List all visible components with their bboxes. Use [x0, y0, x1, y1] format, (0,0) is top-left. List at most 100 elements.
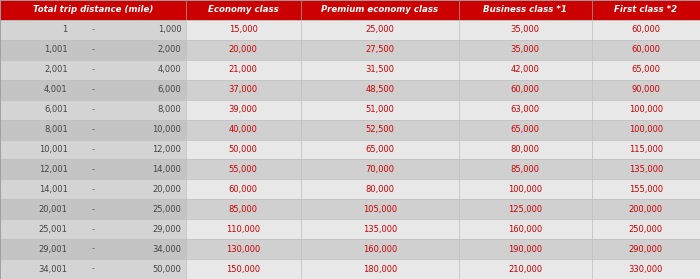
Bar [458, 120, 592, 140]
Text: -: - [91, 165, 94, 174]
Bar [0, 239, 186, 259]
Bar [458, 199, 592, 219]
Bar [592, 0, 700, 20]
Bar [301, 0, 458, 20]
Text: 1: 1 [62, 25, 68, 34]
Bar [186, 100, 301, 120]
Text: 52,500: 52,500 [365, 125, 394, 134]
Bar [301, 40, 458, 60]
Bar [186, 159, 301, 179]
Bar [592, 120, 700, 140]
Bar [458, 100, 592, 120]
Text: 1,001: 1,001 [44, 45, 68, 54]
Bar [592, 199, 700, 219]
Text: 15,000: 15,000 [229, 25, 258, 34]
Text: 4,000: 4,000 [158, 65, 181, 74]
Text: 14,001: 14,001 [38, 185, 68, 194]
Text: 290,000: 290,000 [629, 245, 663, 254]
Bar [301, 199, 458, 219]
Text: 51,000: 51,000 [365, 105, 394, 114]
Text: -: - [91, 65, 94, 74]
Text: 6,000: 6,000 [158, 85, 181, 94]
Text: 130,000: 130,000 [226, 245, 260, 254]
Text: 39,000: 39,000 [229, 105, 258, 114]
Bar [458, 0, 592, 20]
Bar [0, 100, 186, 120]
Bar [301, 219, 458, 239]
Text: 50,000: 50,000 [153, 264, 181, 273]
Text: 115,000: 115,000 [629, 145, 663, 154]
Text: 160,000: 160,000 [363, 245, 397, 254]
Text: 190,000: 190,000 [508, 245, 542, 254]
Text: 34,000: 34,000 [153, 245, 181, 254]
Bar [186, 120, 301, 140]
Bar [301, 120, 458, 140]
Text: 63,000: 63,000 [510, 105, 540, 114]
Bar [0, 120, 186, 140]
Bar [301, 60, 458, 80]
Text: 50,000: 50,000 [229, 145, 258, 154]
Text: 160,000: 160,000 [508, 225, 542, 234]
Text: 65,000: 65,000 [510, 125, 540, 134]
Text: 1,000: 1,000 [158, 25, 181, 34]
Text: 60,000: 60,000 [229, 185, 258, 194]
Text: 180,000: 180,000 [363, 264, 397, 273]
Text: 21,000: 21,000 [229, 65, 258, 74]
Bar [301, 179, 458, 199]
Text: 4,001: 4,001 [44, 85, 68, 94]
Text: 8,000: 8,000 [158, 105, 181, 114]
Text: 8,001: 8,001 [44, 125, 68, 134]
Text: 110,000: 110,000 [226, 225, 260, 234]
Text: -: - [91, 185, 94, 194]
Bar [0, 0, 186, 20]
Text: 210,000: 210,000 [508, 264, 542, 273]
Bar [458, 20, 592, 40]
Bar [301, 140, 458, 159]
Bar [0, 40, 186, 60]
Text: 330,000: 330,000 [629, 264, 663, 273]
Bar [458, 60, 592, 80]
Text: 42,000: 42,000 [510, 65, 540, 74]
Text: 135,000: 135,000 [629, 165, 663, 174]
Text: -: - [91, 125, 94, 134]
Text: -: - [91, 264, 94, 273]
Text: 12,000: 12,000 [153, 145, 181, 154]
Text: -: - [91, 245, 94, 254]
Text: 90,000: 90,000 [631, 85, 660, 94]
Text: 20,001: 20,001 [38, 205, 68, 214]
Bar [186, 179, 301, 199]
Bar [592, 140, 700, 159]
Bar [592, 179, 700, 199]
Bar [0, 60, 186, 80]
Text: Total trip distance (mile): Total trip distance (mile) [33, 6, 153, 15]
Text: 60,000: 60,000 [631, 25, 660, 34]
Bar [186, 80, 301, 100]
Text: 55,000: 55,000 [229, 165, 258, 174]
Bar [301, 20, 458, 40]
Text: 100,000: 100,000 [629, 125, 663, 134]
Bar [592, 80, 700, 100]
Text: 250,000: 250,000 [629, 225, 663, 234]
Text: 135,000: 135,000 [363, 225, 397, 234]
Text: 100,000: 100,000 [629, 105, 663, 114]
Bar [592, 40, 700, 60]
Bar [0, 199, 186, 219]
Bar [0, 259, 186, 279]
Text: -: - [91, 145, 94, 154]
Bar [0, 20, 186, 40]
Bar [458, 40, 592, 60]
Bar [301, 159, 458, 179]
Text: 14,000: 14,000 [153, 165, 181, 174]
Bar [592, 60, 700, 80]
Bar [458, 159, 592, 179]
Bar [0, 140, 186, 159]
Text: 70,000: 70,000 [365, 165, 394, 174]
Text: 60,000: 60,000 [631, 45, 660, 54]
Bar [592, 20, 700, 40]
Text: 105,000: 105,000 [363, 205, 397, 214]
Bar [458, 80, 592, 100]
Bar [592, 259, 700, 279]
Text: 25,000: 25,000 [365, 25, 394, 34]
Bar [186, 0, 301, 20]
Text: 29,001: 29,001 [38, 245, 68, 254]
